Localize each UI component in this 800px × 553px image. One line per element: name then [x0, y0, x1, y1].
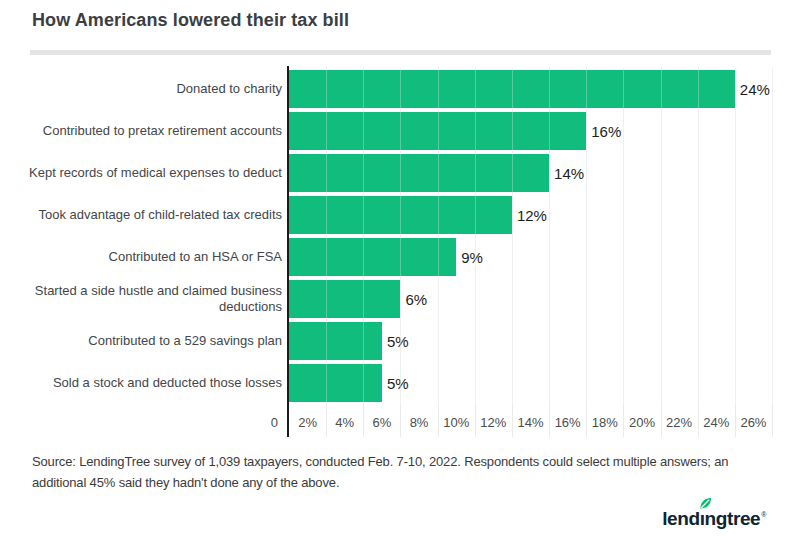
gridline-overlay	[512, 68, 513, 404]
category-label: Started a side hustle and claimed busine…	[0, 278, 282, 320]
chart-title: How Americans lowered their tax bill	[32, 10, 349, 31]
title-divider	[30, 50, 771, 55]
bar-value-label: 24%	[740, 81, 770, 98]
bar-row: 5%	[289, 362, 772, 404]
bar-row: 12%	[289, 194, 772, 236]
bar-value-label: 16%	[591, 123, 621, 140]
gridline-overlay	[438, 68, 439, 404]
category-label: Kept records of medical expenses to dedu…	[0, 152, 282, 194]
x-tick-label: 8%	[410, 415, 429, 430]
page: How Americans lowered their tax bill Don…	[0, 0, 800, 553]
registered-mark: ®	[761, 511, 766, 518]
bar	[289, 322, 382, 360]
category-label: Contributed to a 529 savings plan	[0, 320, 282, 362]
bar-value-label: 6%	[405, 291, 427, 308]
gridline-overlay	[623, 68, 624, 404]
x-axis-ticks: 02%4%6%8%10%12%14%16%18%20%22%24%26%	[289, 410, 772, 436]
bar-row: 5%	[289, 320, 772, 362]
bar-value-label: 5%	[387, 333, 409, 350]
x-tick-label: 24%	[703, 415, 729, 430]
bar-row: 16%	[289, 110, 772, 152]
x-tick-label: 10%	[443, 415, 469, 430]
logo-text-prefix: lend	[662, 509, 699, 528]
category-label: Contributed to an HSA or FSA	[0, 236, 282, 278]
gridline-overlay	[661, 68, 662, 404]
gridline-overlay	[586, 68, 587, 404]
bar-value-label: 14%	[554, 165, 584, 182]
x-tick-label: 0	[271, 415, 278, 430]
bar-row: 9%	[289, 236, 772, 278]
x-tick-label: 12%	[480, 415, 506, 430]
logo-text-suffix: ngtree	[705, 509, 761, 528]
gridline-overlay	[772, 68, 773, 404]
bar	[289, 154, 549, 192]
gridline-overlay	[475, 68, 476, 404]
gridline-overlay	[735, 68, 736, 404]
logo-letter-i: ı	[700, 509, 705, 528]
source-note-line: additional 45% said they hadn't done any…	[32, 472, 762, 493]
gridline-overlay	[698, 68, 699, 404]
x-tick-label: 18%	[592, 415, 618, 430]
x-tick-label: 14%	[517, 415, 543, 430]
lendingtree-logo: lendıngtree®	[662, 509, 766, 528]
source-note-line: Source: LendingTree survey of 1,039 taxp…	[32, 451, 762, 472]
bar	[289, 280, 400, 318]
gridline-overlay	[400, 68, 401, 404]
x-tick-label: 22%	[666, 415, 692, 430]
x-tick-label: 26%	[740, 415, 766, 430]
bar-value-label: 12%	[517, 207, 547, 224]
gridline-overlay	[549, 68, 550, 404]
x-tick-label: 2%	[298, 415, 317, 430]
bar-value-label: 9%	[461, 249, 483, 266]
bar-row: 24%	[289, 68, 772, 110]
source-note: Source: LendingTree survey of 1,039 taxp…	[32, 451, 762, 493]
bar-row: 6%	[289, 278, 772, 320]
gridline-overlay	[326, 68, 327, 404]
leaf-icon	[699, 497, 712, 510]
category-axis-labels: Donated to charityContributed to pretax …	[0, 68, 282, 404]
category-label: Donated to charity	[0, 68, 282, 110]
bar	[289, 238, 456, 276]
x-tick-label: 16%	[555, 415, 581, 430]
category-label: Took advantage of child-related tax cred…	[0, 194, 282, 236]
x-tick-label: 20%	[629, 415, 655, 430]
bar-row: 14%	[289, 152, 772, 194]
x-tick-label: 6%	[372, 415, 391, 430]
bar	[289, 364, 382, 402]
gridline-overlay	[363, 68, 364, 404]
category-label: Contributed to pretax retirement account…	[0, 110, 282, 152]
bars-layer: 24% 16% 14% 12% 9% 6% 5% 5%	[289, 68, 772, 404]
x-tick-label: 4%	[335, 415, 354, 430]
category-label: Sold a stock and deducted those losses	[0, 362, 282, 404]
bar-chart: 24%16%14%12%9%6%5%5% 02%4%6%8%10%12%14%1…	[289, 68, 772, 437]
bar-value-label: 5%	[387, 375, 409, 392]
